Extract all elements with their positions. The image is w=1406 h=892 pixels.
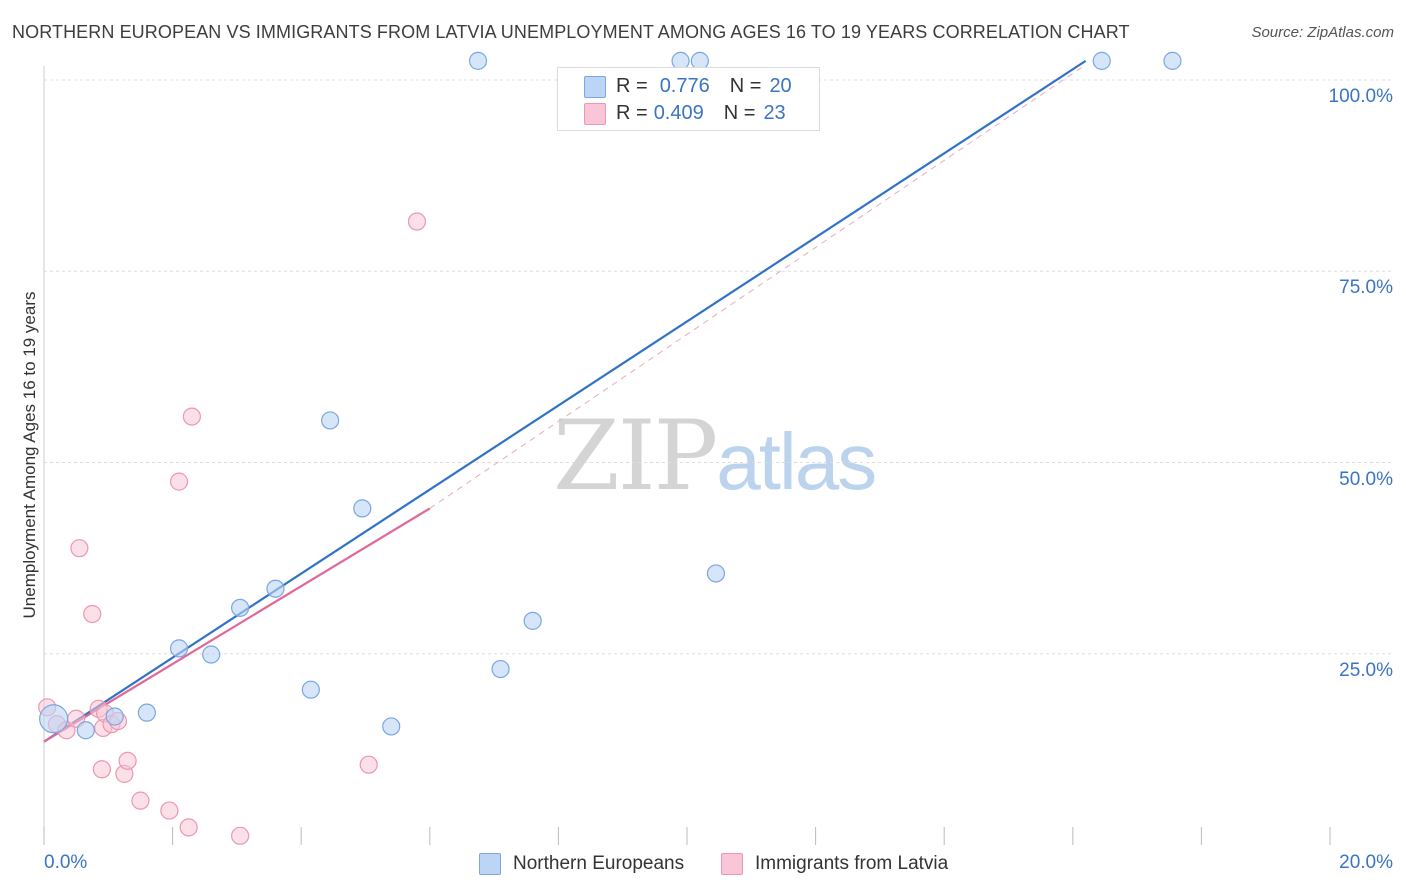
point-northern-europeans [491, 659, 510, 679]
r-label: R = [616, 101, 648, 124]
watermark-atlas: atlas [716, 417, 877, 506]
trend-lines [43, 59, 1087, 743]
point-immigrants-latvia [359, 755, 378, 774]
y-axis-label: Unemployment Among Ages 16 to 19 years [20, 291, 39, 619]
chart-title: NORTHERN EUROPEAN VS IMMIGRANTS FROM LAT… [12, 22, 1130, 42]
axes [43, 66, 1331, 845]
trend-line-latvia-extension [429, 64, 1086, 509]
point-northern-europeans [706, 564, 726, 583]
point-northern-europeans [1163, 51, 1182, 70]
point-northern-europeans [266, 579, 285, 598]
point-immigrants-latvia [407, 212, 427, 231]
point-northern-europeans [231, 598, 250, 617]
watermark: ZIPatlas [553, 400, 877, 512]
source-credit: Source: ZipAtlas.com [1251, 24, 1394, 41]
point-immigrants-latvia [160, 801, 179, 820]
legend-label: Immigrants from Latvia [755, 853, 949, 874]
data-points [38, 51, 1182, 845]
point-immigrants-latvia [92, 760, 111, 779]
point-immigrants-latvia [131, 791, 150, 810]
point-northern-europeans [137, 703, 156, 722]
legend-swatch-pink [584, 103, 606, 125]
legend-swatch-blue [479, 853, 501, 875]
point-northern-europeans [39, 704, 69, 734]
n-label: N = [729, 74, 762, 97]
x-tick-label-min: 0.0% [44, 852, 88, 873]
point-northern-europeans [321, 411, 340, 430]
legend-item-northern-europeans[interactable]: Northern Europeans [479, 850, 684, 878]
r-value: 0.776 [659, 74, 710, 97]
point-immigrants-latvia [179, 818, 198, 837]
point-northern-europeans [105, 707, 124, 726]
n-value: 23 [763, 101, 786, 124]
point-northern-europeans [1092, 51, 1111, 70]
point-immigrants-latvia [70, 539, 89, 558]
correlation-legend: R = 0.776 N = 20 R = 0.409 N = 23 [557, 67, 820, 131]
legend-row-northern: R = 0.776 N = 20 [616, 73, 792, 99]
point-immigrants-latvia [83, 604, 102, 624]
legend-item-immigrants-latvia[interactable]: Immigrants from Latvia [721, 850, 948, 878]
legend-swatch-blue [584, 76, 606, 98]
point-northern-europeans [169, 639, 189, 658]
legend-label: Northern Europeans [513, 853, 685, 874]
point-northern-europeans [468, 51, 488, 70]
point-northern-europeans [382, 717, 401, 736]
point-immigrants-latvia [169, 472, 189, 491]
x-tick-label-max: 20.0% [1339, 852, 1393, 873]
point-northern-europeans [202, 645, 221, 664]
y-tick-label: 50.0% [1339, 468, 1393, 490]
r-value: 0.409 [653, 101, 704, 124]
point-northern-europeans [301, 680, 320, 699]
y-tick-label: 25.0% [1339, 659, 1393, 681]
trend-line-northern-europeans [43, 59, 1087, 743]
n-value: 20 [769, 74, 792, 97]
point-immigrants-latvia [182, 407, 201, 426]
watermark-zip: ZIP [553, 400, 718, 512]
point-northern-europeans [523, 611, 542, 630]
trend-line-immigrants-latvia [43, 507, 431, 743]
n-label: N = [723, 101, 756, 124]
legend-swatch-pink [721, 853, 743, 875]
point-immigrants-latvia [118, 751, 137, 770]
y-tick-label: 100.0% [1328, 86, 1393, 107]
y-tick-label: 75.0% [1339, 277, 1393, 299]
point-immigrants-latvia [231, 826, 250, 845]
point-northern-europeans [353, 499, 372, 518]
legend-row-latvia: R = 0.409 N = 23 [616, 100, 786, 126]
r-label: R = [616, 74, 648, 97]
point-northern-europeans [76, 721, 95, 740]
